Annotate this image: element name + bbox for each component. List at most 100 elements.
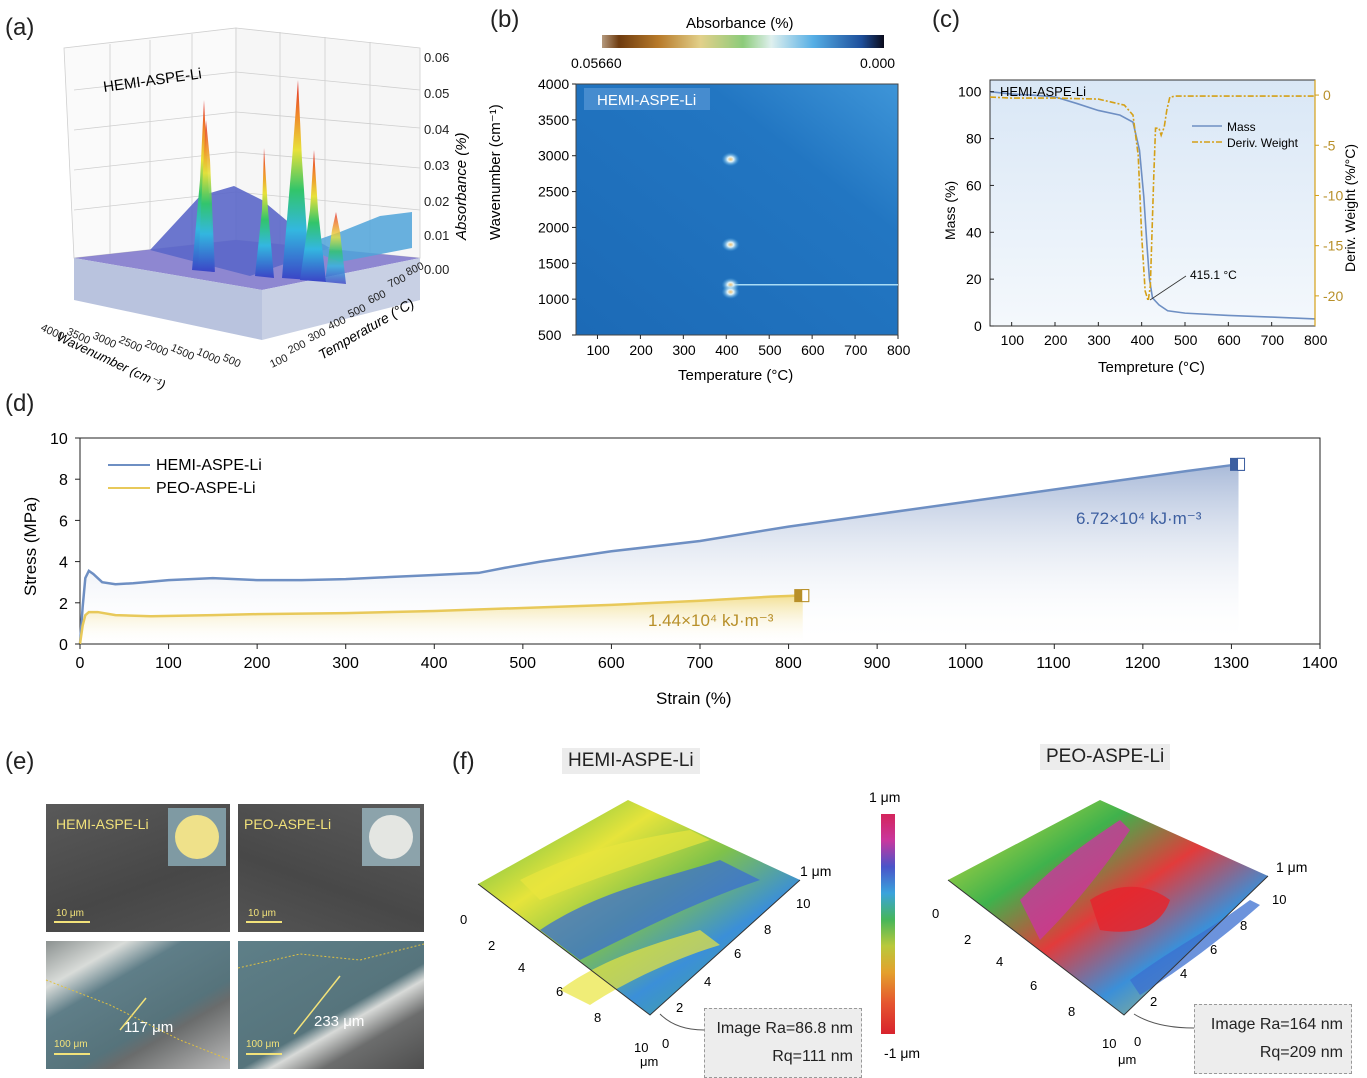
afm-peo-ticks-left: 0 2 4 6 8 10 — [932, 906, 1116, 1051]
toughness-hemi: 6.72×10⁴ kJ·m⁻³ — [1076, 509, 1202, 528]
y-tick-label: 2000 — [538, 219, 569, 235]
hotspot — [721, 284, 740, 299]
x-tick-label: 600 — [1217, 332, 1241, 348]
afm-ridge — [560, 930, 720, 1005]
svg-text:0.01: 0.01 — [424, 228, 449, 243]
afm-unit: μm — [1118, 1052, 1136, 1067]
afm-cb-bottom: -1 μm — [884, 1045, 920, 1061]
x-tick-label: 1400 — [1302, 655, 1338, 672]
svg-text:0.04: 0.04 — [424, 122, 449, 137]
c-right-label: Deriv. Weight (%/°C) — [1342, 144, 1358, 272]
c-title: HEMI-ASPE-Li — [1000, 84, 1086, 99]
afm-z-peo: 1 μm — [1276, 859, 1307, 875]
y-tick-label: 0 — [974, 318, 982, 334]
svg-text:10: 10 — [796, 896, 810, 911]
scale-bar — [54, 921, 90, 923]
x-tick-label: 0 — [76, 655, 85, 672]
x-tick-label: 400 — [421, 655, 448, 672]
afm-peak — [1090, 886, 1170, 932]
colorbar-title: Absorbance (%) — [686, 15, 794, 32]
afm-ra-peo: Image Ra=164 nm — [1210, 1016, 1343, 1033]
c-x-label: Tempreture (°C) — [1098, 359, 1205, 376]
z-axis-label: Absorbance (%) — [453, 132, 470, 241]
svg-text:10: 10 — [1272, 892, 1286, 907]
peo-photo-inset — [362, 808, 420, 866]
hemi-photo-inset — [168, 808, 226, 866]
svg-text:8: 8 — [764, 922, 771, 937]
legend-hemi: HEMI-ASPE-Li — [156, 457, 262, 474]
x-tick-label: 300 — [332, 655, 359, 672]
annotation-arrow — [1149, 275, 1187, 301]
afm-title-peo: PEO-ASPE-Li — [1040, 744, 1171, 770]
absorbance-spikes — [192, 80, 346, 284]
y2-tick-label: -5 — [1323, 137, 1336, 153]
afm-title-hemi: HEMI-ASPE-Li — [562, 748, 700, 774]
afm-valley — [1130, 900, 1260, 995]
peo-fill — [80, 595, 803, 644]
scale-bar — [246, 921, 282, 923]
scale-label: 10 μm — [56, 908, 84, 919]
x-tick-label: 500 — [758, 342, 782, 358]
c-left-label: Mass (%) — [942, 181, 958, 240]
y-tick-label: 6 — [59, 513, 68, 530]
panel-label-f: (f) — [452, 748, 475, 775]
x-tick-label: 400 — [715, 342, 739, 358]
x-tick-label: 1100 — [1036, 655, 1071, 672]
panel-label-d: (d) — [5, 390, 35, 417]
y-tick-label: 2500 — [538, 184, 569, 200]
y2-tick-label: -20 — [1323, 288, 1343, 304]
svg-text:0: 0 — [932, 906, 939, 921]
svg-text:0.03: 0.03 — [424, 158, 449, 173]
z-ticks: 0.06 0.05 0.04 0.03 0.02 0.01 0.00 — [424, 50, 449, 277]
peo-disc — [369, 815, 413, 859]
y2-tick-label: -10 — [1323, 187, 1343, 203]
x-tick-label: 200 — [629, 342, 653, 358]
x-tick-label: 100 — [1001, 332, 1025, 348]
x-tick-label: 500 — [1174, 332, 1198, 348]
afm-ra-hemi: Image Ra=86.8 nm — [716, 1020, 853, 1037]
afm-roughness-hemi: Image Ra=86.8 nm Rq=111 nm — [704, 1008, 862, 1078]
scale-label: 100 μm — [246, 1039, 280, 1050]
panel-label-a: (a) — [5, 14, 35, 41]
y-tick-label: 500 — [538, 327, 562, 343]
svg-text:8: 8 — [1240, 918, 1247, 933]
legend-deriv: Deriv. Weight — [1227, 136, 1299, 150]
box-front-left — [74, 258, 262, 340]
y-tick-label: 40 — [966, 224, 982, 240]
svg-text:4: 4 — [996, 954, 1003, 969]
sem-label-hemi: HEMI-ASPE-Li — [56, 816, 149, 832]
x-tick-label: 400 — [1131, 332, 1155, 348]
afm-callout — [1133, 1013, 1195, 1029]
afm-valley — [540, 860, 760, 960]
svg-text:10: 10 — [1102, 1036, 1116, 1051]
scale-bar — [54, 1053, 90, 1055]
svg-text:0: 0 — [1134, 1034, 1141, 1049]
afm-peo-ticks-right: 10 8 6 4 2 0 — [1134, 892, 1286, 1049]
afm-colorbar — [881, 814, 895, 1034]
panel-label-b: (b) — [490, 6, 520, 33]
y-tick-label: 1000 — [538, 291, 569, 307]
svg-text:8: 8 — [1068, 1004, 1075, 1019]
sem-top-right: PEO-ASPE-Li 10 μm — [238, 804, 424, 932]
afm-axes-hemi — [477, 879, 801, 1016]
x-tick-label: 800 — [1304, 332, 1328, 348]
b-x-label: Temperature (°C) — [678, 367, 793, 384]
hemi-break-marker — [1237, 457, 1246, 471]
b-y-label: Wavenumber (cm⁻¹) — [487, 104, 504, 240]
afm-unit: μm — [640, 1054, 658, 1069]
y-tick-label: 3500 — [538, 112, 569, 128]
mass-line — [989, 90, 1316, 320]
y-tick-label: 0 — [59, 637, 68, 654]
svg-text:6: 6 — [556, 984, 563, 999]
x-tick-label: 600 — [801, 342, 825, 358]
svg-text:4: 4 — [518, 960, 525, 975]
box-front-right — [262, 258, 420, 340]
surface-ridge-right — [300, 212, 412, 262]
annotation-415: 415.1 °C — [1190, 268, 1237, 282]
x-tick-label: 700 — [1261, 332, 1285, 348]
svg-text:6: 6 — [1210, 942, 1217, 957]
